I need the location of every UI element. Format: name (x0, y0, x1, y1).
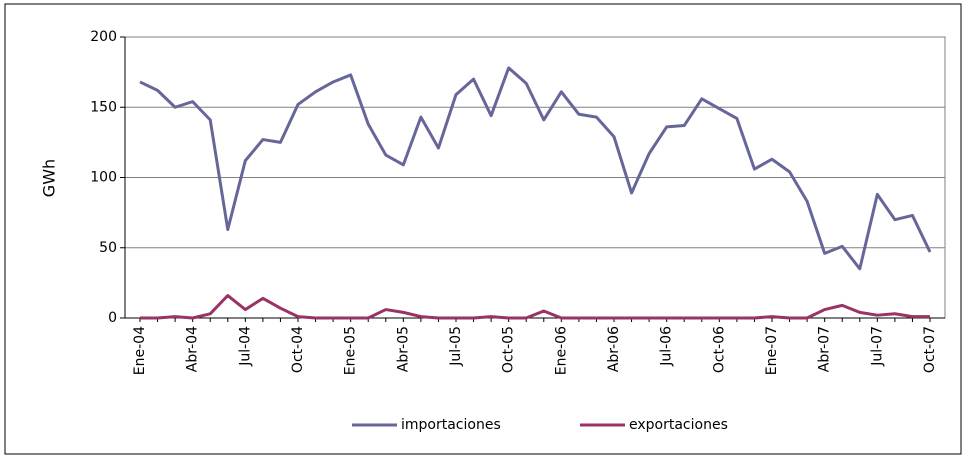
x-tick-label: Jul-04 (237, 326, 253, 367)
legend-label: exportaciones (629, 417, 728, 433)
x-tick-label: Abr-06 (606, 326, 622, 372)
x-tick-label: Abr-05 (395, 326, 411, 372)
series-line (139, 66, 932, 271)
x-tick-label: Abr-07 (817, 326, 833, 372)
y-tick-label: 200 (90, 29, 117, 45)
x-tick-label: Ene-05 (343, 326, 359, 375)
x-tick-label: Abr-04 (185, 326, 201, 372)
x-tick-label: Oct-05 (501, 326, 517, 373)
x-tick-label: Jul-06 (659, 326, 675, 367)
x-tick-label: Oct-04 (290, 326, 306, 373)
legend-label: importaciones (401, 417, 501, 433)
y-tick-label: 0 (108, 310, 117, 326)
y-axis-label: GWh (40, 159, 59, 197)
y-tick-label: 50 (99, 240, 117, 256)
x-tick-label: Oct-06 (711, 326, 727, 373)
x-tick-label: Ene-06 (553, 326, 569, 375)
x-tick-label: Oct-07 (922, 326, 938, 373)
y-tick-label: 100 (90, 170, 117, 186)
series-line (140, 294, 930, 320)
x-tick-label: Jul-07 (869, 326, 885, 367)
x-tick-label: Ene-07 (764, 326, 780, 375)
x-tick-label: Ene-04 (132, 326, 148, 375)
y-tick-label: 150 (90, 99, 117, 115)
x-tick-label: Jul-05 (448, 326, 464, 367)
